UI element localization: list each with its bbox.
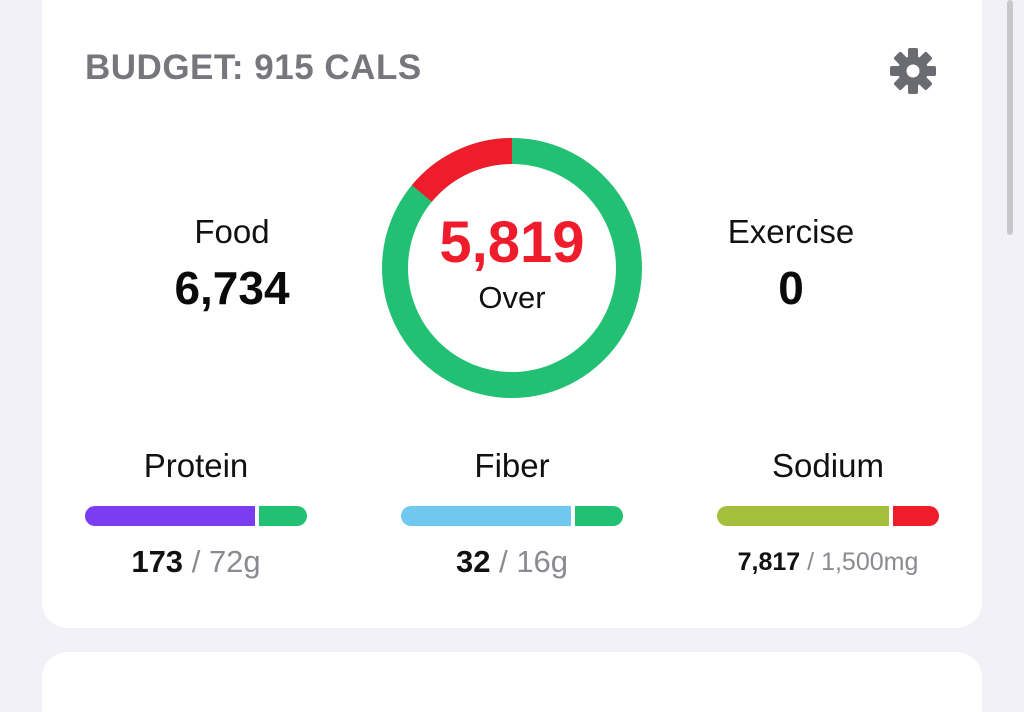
macro-value: 32 / 16g — [401, 544, 623, 580]
macro-separator: / — [499, 544, 508, 579]
next-card — [42, 652, 982, 712]
scrollbar[interactable] — [1007, 0, 1013, 235]
over-label: Over — [478, 280, 546, 315]
gear-icon[interactable] — [888, 46, 938, 96]
macro-protein[interactable]: Protein 173 / 72g — [85, 446, 307, 580]
budget-title: BUDGET: 915 CALS — [85, 48, 422, 87]
bar-tail-segment — [893, 506, 939, 526]
macro-fiber[interactable]: Fiber 32 / 16g — [401, 446, 623, 580]
sodium-progress-bar — [717, 506, 939, 526]
over-value: 5,819 — [439, 210, 585, 275]
exercise-value: 0 — [778, 262, 804, 314]
bar-tail-segment — [259, 506, 307, 526]
bar-main-segment — [717, 506, 889, 526]
macro-separator: / — [807, 548, 815, 576]
food-value: 6,734 — [174, 262, 290, 314]
macro-name: Fiber — [474, 447, 550, 484]
macro-value: 7,817 / 1,500mg — [717, 544, 939, 580]
macro-value: 173 / 72g — [85, 544, 307, 580]
fiber-progress-bar — [401, 506, 623, 526]
macro-current: 173 — [131, 544, 184, 579]
macro-name: Protein — [143, 447, 249, 484]
exercise-label: Exercise — [727, 213, 855, 250]
bar-main-segment — [401, 506, 571, 526]
bar-tail-segment — [575, 506, 623, 526]
macro-current: 7,817 — [737, 548, 801, 576]
calorie-ring[interactable] — [381, 137, 643, 399]
macro-name: Sodium — [772, 447, 884, 484]
protein-progress-bar — [85, 506, 307, 526]
food-label: Food — [194, 213, 270, 250]
macro-separator: / — [191, 544, 201, 579]
exercise-stat[interactable]: Exercise 0 — [671, 212, 911, 316]
macro-goal: 72g — [208, 544, 261, 579]
macro-goal: 1,500mg — [821, 548, 919, 576]
macro-current: 32 — [455, 544, 491, 579]
ring-center: 5,819 Over — [381, 137, 643, 399]
macro-goal: 16g — [516, 544, 569, 579]
bar-main-segment — [85, 506, 255, 526]
macro-sodium[interactable]: Sodium 7,817 / 1,500mg — [717, 446, 939, 580]
food-stat[interactable]: Food 6,734 — [112, 212, 352, 316]
